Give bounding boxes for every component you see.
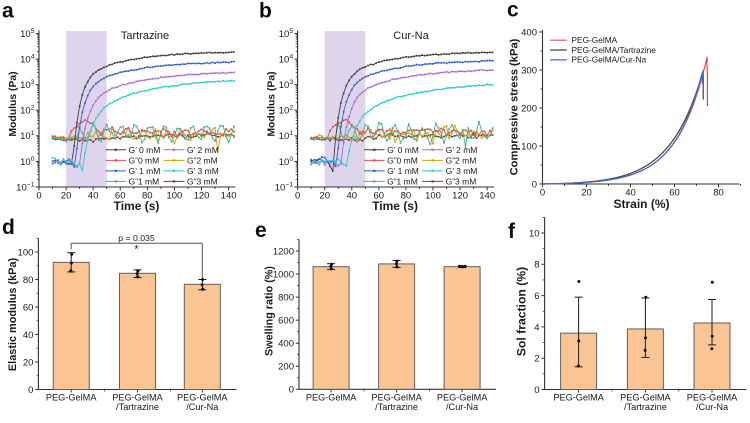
svg-text:PEG-GelMA/Cur-Na: PEG-GelMA/Cur-Na — [572, 55, 647, 65]
svg-text:PEG-GelMA: PEG-GelMA — [553, 393, 604, 403]
svg-text:PEG-GelMA: PEG-GelMA — [46, 393, 97, 403]
svg-text:1000: 1000 — [273, 269, 294, 280]
svg-text:a: a — [2, 0, 14, 22]
svg-text:Time (s): Time (s) — [372, 199, 418, 213]
svg-text:1200: 1200 — [273, 246, 294, 257]
svg-text:G”2 mM: G”2 mM — [446, 155, 477, 165]
svg-text:d: d — [2, 216, 15, 239]
svg-text:Tartrazine: Tartrazine — [121, 30, 169, 42]
svg-text:80: 80 — [713, 188, 724, 199]
svg-text:PEG-GelMA: PEG-GelMA — [306, 392, 357, 402]
svg-text:G”0 mM: G”0 mM — [387, 155, 418, 165]
svg-text:8: 8 — [534, 260, 539, 271]
svg-text:PEG-GelMA: PEG-GelMA — [437, 392, 488, 402]
svg-text:Compressive stress (kPa): Compressive stress (kPa) — [509, 38, 521, 175]
svg-text:120: 120 — [452, 191, 468, 202]
svg-text:G’ 2 mM: G’ 2 mM — [446, 145, 478, 155]
svg-text:600: 600 — [278, 316, 294, 327]
svg-text:G’ 3 mM: G’ 3 mM — [187, 166, 219, 176]
svg-text:Strain (%): Strain (%) — [613, 197, 669, 211]
svg-text:G’ 1 mM: G’ 1 mM — [387, 166, 419, 176]
svg-text:/Tartrazine: /Tartrazine — [375, 402, 418, 412]
svg-text:G’ 2 mM: G’ 2 mM — [187, 145, 219, 155]
svg-text:PEG-GelMA: PEG-GelMA — [112, 393, 163, 403]
svg-text:/Cur-Na: /Cur-Na — [696, 402, 729, 412]
svg-text:400: 400 — [278, 339, 294, 350]
svg-text:800: 800 — [278, 293, 294, 304]
svg-text:G’ 0 mM: G’ 0 mM — [387, 145, 419, 155]
svg-text:100: 100 — [425, 191, 441, 202]
svg-text:G”2 mM: G”2 mM — [187, 155, 218, 165]
svg-text:*: * — [134, 244, 139, 256]
svg-text:40: 40 — [347, 191, 358, 202]
svg-text:G”0 mM: G”0 mM — [129, 155, 160, 165]
svg-text:120: 120 — [194, 191, 210, 202]
svg-text:20: 20 — [581, 188, 592, 199]
svg-text:20: 20 — [61, 191, 72, 202]
svg-text:4: 4 — [534, 322, 539, 333]
svg-text:40: 40 — [23, 330, 34, 341]
svg-text:100: 100 — [166, 191, 182, 202]
svg-text:80: 80 — [142, 191, 153, 202]
svg-text:0: 0 — [295, 191, 300, 202]
svg-text:G’ 1 mM: G’ 1 mM — [129, 166, 161, 176]
svg-text:/Tartrazine: /Tartrazine — [116, 402, 159, 412]
svg-text:60: 60 — [374, 191, 385, 202]
svg-text:0: 0 — [540, 188, 545, 199]
svg-text:200: 200 — [278, 362, 294, 373]
svg-text:/Cur-Na: /Cur-Na — [446, 402, 479, 412]
svg-text:100: 100 — [18, 247, 34, 258]
svg-text:0: 0 — [28, 385, 33, 396]
svg-text:Time (s): Time (s) — [114, 199, 160, 213]
svg-text:Modulus (Pa): Modulus (Pa) — [8, 71, 19, 136]
svg-text:/Tartrazine: /Tartrazine — [624, 402, 667, 412]
svg-text:2: 2 — [534, 354, 539, 365]
svg-text:PEG-GelMA: PEG-GelMA — [177, 393, 228, 403]
svg-text:b: b — [259, 0, 272, 22]
svg-text:80: 80 — [23, 275, 34, 286]
svg-text:80: 80 — [401, 191, 412, 202]
svg-text:G”3 mM: G”3 mM — [446, 176, 477, 186]
svg-text:c: c — [507, 0, 519, 22]
svg-text:Cur-Na: Cur-Na — [393, 30, 429, 42]
svg-text:0: 0 — [289, 385, 294, 396]
svg-text:40: 40 — [88, 191, 99, 202]
svg-text:Modulus (Pa): Modulus (Pa) — [267, 71, 278, 136]
svg-text:0: 0 — [534, 385, 539, 396]
svg-text:200: 200 — [521, 103, 537, 114]
svg-text:f: f — [508, 220, 516, 243]
svg-text:10: 10 — [529, 228, 540, 239]
svg-text:G’ 3 mM: G’ 3 mM — [446, 166, 478, 176]
svg-text:e: e — [255, 219, 267, 242]
svg-text:PEG-GelMA: PEG-GelMA — [572, 35, 618, 45]
svg-text:PEG-GelMA/Tartrazine: PEG-GelMA/Tartrazine — [572, 45, 657, 55]
svg-text:100: 100 — [521, 141, 537, 152]
svg-text:/Cur-Na: /Cur-Na — [186, 402, 219, 412]
svg-text:G”3 mM: G”3 mM — [187, 176, 218, 186]
svg-text:0: 0 — [532, 179, 537, 190]
svg-text:400: 400 — [521, 27, 537, 38]
svg-text:60: 60 — [23, 302, 34, 313]
svg-text:PEG-GelMA: PEG-GelMA — [687, 393, 738, 403]
svg-text:Elastic modulus (kPa): Elastic modulus (kPa) — [7, 258, 19, 372]
svg-text:6: 6 — [534, 291, 539, 302]
svg-text:Swelling ratio (%): Swelling ratio (%) — [264, 266, 276, 356]
svg-text:60: 60 — [669, 188, 680, 199]
svg-text:20: 20 — [23, 357, 34, 368]
svg-text:140: 140 — [221, 191, 237, 202]
svg-text:40: 40 — [625, 188, 636, 199]
svg-text:300: 300 — [521, 65, 537, 76]
svg-text:20: 20 — [319, 191, 330, 202]
svg-text:G”1 mM: G”1 mM — [129, 176, 160, 186]
svg-text:Sol fraction (%): Sol fraction (%) — [515, 267, 529, 356]
svg-text:G’ 0 mM: G’ 0 mM — [129, 145, 161, 155]
svg-text:PEG-GelMA: PEG-GelMA — [371, 392, 422, 402]
svg-text:PEG-GelMA: PEG-GelMA — [620, 393, 671, 403]
svg-text:G”1 mM: G”1 mM — [387, 176, 418, 186]
svg-text:0: 0 — [36, 191, 41, 202]
svg-text:140: 140 — [479, 191, 495, 202]
svg-text:p = 0.035: p = 0.035 — [118, 233, 155, 243]
svg-text:60: 60 — [115, 191, 126, 202]
